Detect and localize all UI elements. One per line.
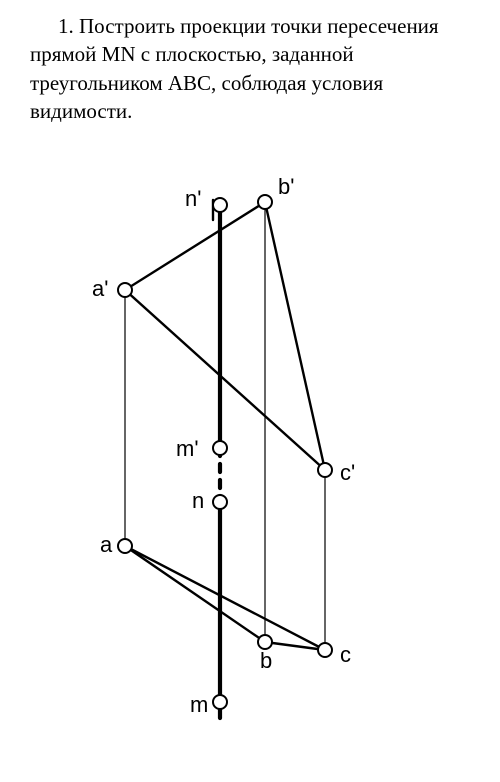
geometry-diagram: a' b' c' n' m' a b c n m <box>0 170 500 770</box>
problem-statement: 1. Построить проекции точки пересечения … <box>30 12 490 125</box>
point-a <box>118 539 132 553</box>
problem-body: Построить проекции точки пересечения пря… <box>30 14 439 123</box>
problem-number: 1. <box>58 14 74 38</box>
tri-bot-0 <box>125 546 265 642</box>
label-c: c <box>340 642 351 667</box>
point-m_p <box>213 441 227 455</box>
tri-bot-2 <box>125 546 325 650</box>
label-n: n <box>192 488 204 513</box>
label-b: b <box>260 648 272 673</box>
point-c_p <box>318 463 332 477</box>
point-n_p <box>213 198 227 212</box>
label-a: a <box>100 532 113 557</box>
point-b <box>258 635 272 649</box>
point-b_p <box>258 195 272 209</box>
label-n_p: n' <box>185 186 201 211</box>
point-m <box>213 695 227 709</box>
label-c_p: c' <box>340 460 355 485</box>
tri-top-0 <box>125 202 265 290</box>
label-m: m <box>190 692 208 717</box>
point-c <box>318 643 332 657</box>
point-a_p <box>118 283 132 297</box>
diagram-svg: a' b' c' n' m' a b c n m <box>0 170 500 770</box>
label-b_p: b' <box>278 174 294 199</box>
label-m_p: m' <box>176 436 199 461</box>
point-n <box>213 495 227 509</box>
label-a_p: a' <box>92 276 108 301</box>
tri-top-1 <box>265 202 325 470</box>
